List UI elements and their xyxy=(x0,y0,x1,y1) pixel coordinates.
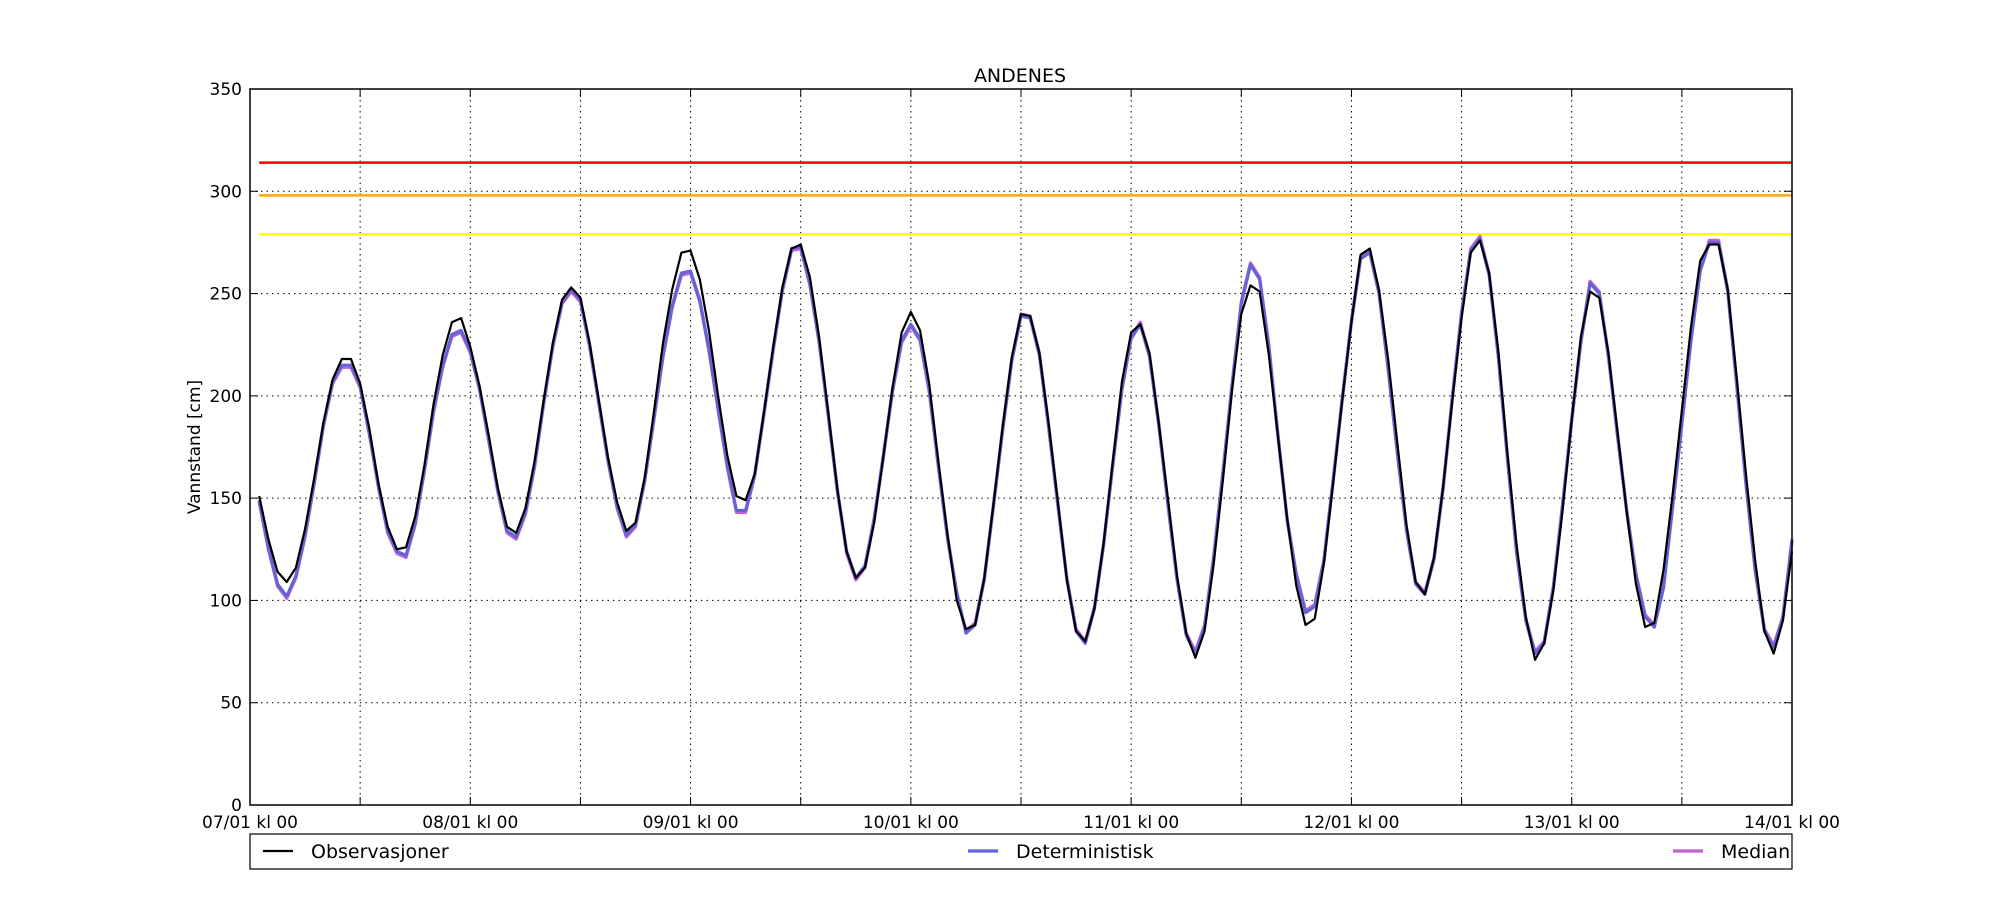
y-tick-label: 350 xyxy=(210,80,242,100)
grid xyxy=(250,89,1792,805)
y-tick-label: 0 xyxy=(231,796,242,816)
series-line-observasjoner xyxy=(258,239,1794,661)
legend-label: Median xyxy=(1721,841,1790,863)
series-line-deterministisk xyxy=(257,236,1794,656)
y-tick-label: 300 xyxy=(210,182,242,202)
legend: Observasjoner Deterministisk Median xyxy=(249,833,1793,870)
series-group xyxy=(257,234,1794,661)
y-tick-label: 250 xyxy=(210,285,242,305)
chart-title: ANDENES xyxy=(974,65,1066,87)
x-axis: 07/01 kl 00 08/01 kl 00 09/01 kl 00 10/01 k… xyxy=(202,89,1840,833)
x-tick-label: 13/01 kl 00 xyxy=(1524,813,1620,833)
x-tick-label: 11/01 kl 00 xyxy=(1083,813,1179,833)
y-tick-label: 150 xyxy=(210,489,242,509)
legend-box xyxy=(249,833,1793,870)
y-axis: 0 50 100 150 200 250 300 350 xyxy=(210,80,1792,816)
y-tick-label: 100 xyxy=(210,591,242,611)
y-axis-label: Vannstand [cm] xyxy=(185,380,205,514)
x-tick-label: 14/01 kl 00 xyxy=(1744,813,1840,833)
threshold-lines xyxy=(259,161,1792,236)
y-tick-label: 50 xyxy=(220,694,242,714)
legend-label: Observasjoner xyxy=(311,841,449,863)
x-tick-label: 08/01 kl 00 xyxy=(422,813,518,833)
x-tick-label: 09/01 kl 00 xyxy=(643,813,739,833)
x-tick-label: 12/01 kl 00 xyxy=(1303,813,1399,833)
x-tick-label: 07/01 kl 00 xyxy=(202,813,298,833)
legend-label: Deterministisk xyxy=(1016,841,1154,863)
x-tick-label: 10/01 kl 00 xyxy=(863,813,959,833)
y-tick-label: 200 xyxy=(210,387,242,407)
